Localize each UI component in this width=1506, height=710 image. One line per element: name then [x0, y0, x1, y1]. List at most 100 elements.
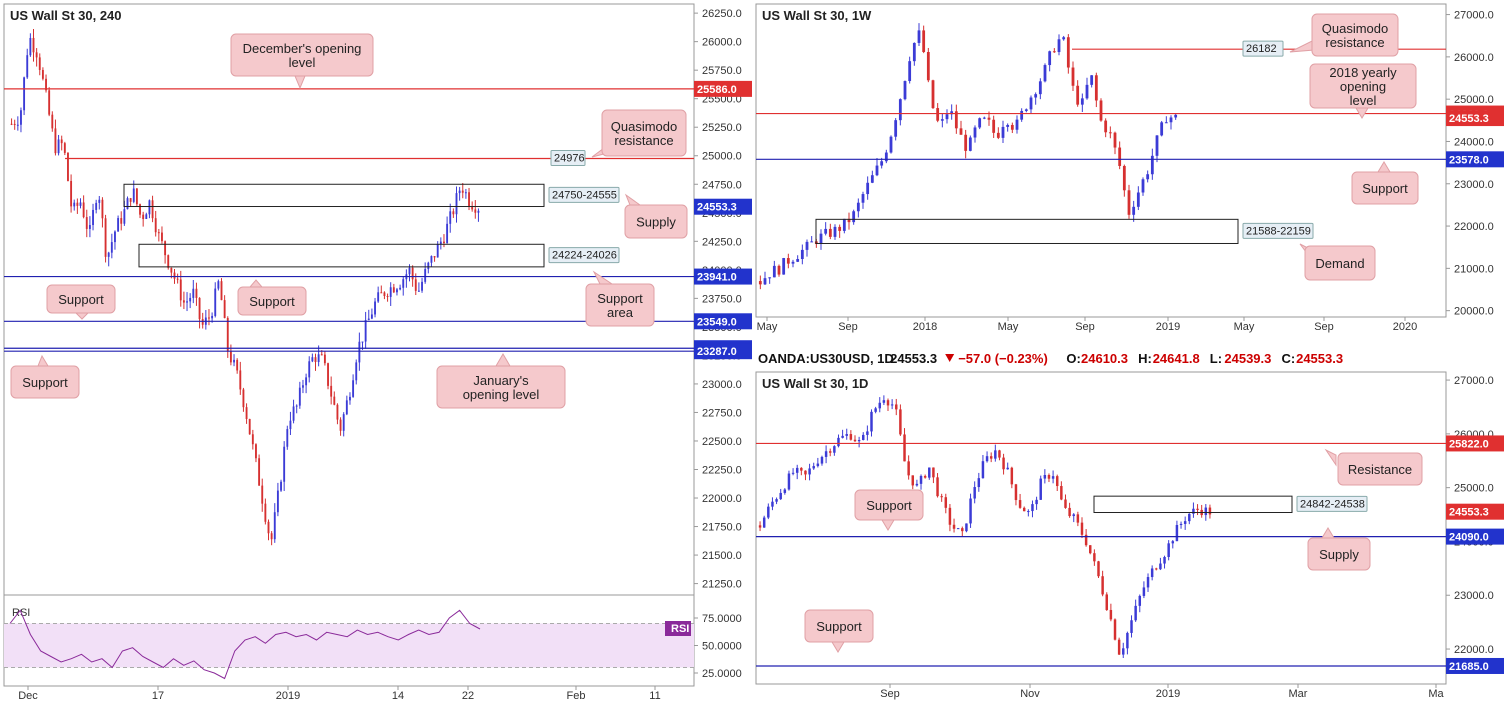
panel-1w-candle-body [959, 128, 963, 135]
panel-240-candle-body [223, 300, 226, 319]
panel-240-candle-body [195, 288, 198, 298]
panel-1w-candle-body [1080, 98, 1084, 105]
panel-240-candle-body [436, 244, 439, 258]
panel-240-candle-body [314, 357, 317, 363]
info-c: 24553.3 [1296, 351, 1343, 366]
panel-1w-candle-body [866, 182, 870, 195]
panel-1w-candle-body [833, 226, 837, 237]
panel-1d-title: US Wall St 30, 1D [762, 376, 868, 391]
panel-1d-candle-body [816, 463, 820, 467]
panel-1d-candle-body [775, 499, 778, 502]
panel-1w-date-label: Sep [1314, 321, 1334, 333]
panel-240-candle-body [170, 267, 173, 273]
panel-1w-date-label: Sep [838, 321, 858, 333]
panel-240-candle-body [327, 363, 329, 386]
callout-support-a-line: Support [58, 292, 104, 307]
panel-1d-candle-body [771, 501, 774, 507]
callout-support-a-text: Support [58, 292, 104, 307]
panel-240-candle-body [289, 420, 292, 430]
panel-1d-candle-body [1002, 457, 1005, 470]
panel-1w-candle-body [903, 81, 907, 100]
panel-240-candle-body [110, 242, 113, 253]
callout-support-area-line: Support [597, 291, 643, 306]
tag-price-1d-bg [1446, 503, 1504, 520]
panel-1d-candle-body [1155, 568, 1158, 570]
panel-240-candle-body [308, 361, 311, 378]
panel-240-candle-body [198, 297, 201, 320]
panel-1w-candle-body [1024, 109, 1028, 111]
panel-1w-candle-body [768, 277, 772, 279]
panel-240-candle-body [251, 434, 254, 445]
info-h: 24641.8 [1153, 351, 1200, 366]
rsi-tick-label: 50.0000 [702, 641, 742, 653]
panel-1d-candle-body [1117, 639, 1121, 655]
callout-support-b-text: Support [249, 294, 295, 309]
panel-1d-candle-body [973, 487, 976, 499]
panel-240-candle-body [13, 123, 16, 125]
panel-1w-candle-body [810, 241, 814, 243]
info-symbol: OANDA:US30USD, 1D [758, 351, 894, 366]
panel-1w-candle-body [936, 108, 940, 121]
panel-1w-candle-body [964, 134, 968, 151]
panel-240-candle-body [273, 512, 276, 540]
panel-1d-candle-body [944, 497, 948, 508]
panel-240-candle-body [60, 139, 63, 144]
panel-1d-candle-body [952, 524, 956, 529]
panel-1d-candle-body [1064, 499, 1067, 508]
callout-support-1w-box [1351, 171, 1419, 205]
panel-240-candle-body [320, 354, 323, 356]
tag-resistance: 25822.0 [1449, 438, 1489, 450]
tag-support1-1d-bg [1446, 528, 1504, 545]
supply-zone-1d-label-bg [1296, 495, 1368, 512]
panel-1w-candle-body [1029, 97, 1033, 110]
info-change: −57.0 (−0.23%) [958, 351, 1048, 366]
panel-240-candle-body [333, 396, 336, 405]
panel-1d-candle-body [890, 404, 894, 406]
panel-1d-candle-body [956, 528, 960, 530]
panel-1d-candle-body [977, 478, 981, 488]
panel-1w-candle-body [880, 161, 884, 166]
callout-quasi-1w-box [1311, 13, 1399, 57]
panel-1w-candle-body [978, 118, 982, 128]
callout-support-area-box [585, 283, 655, 327]
panel-1d-candle-body [1035, 499, 1038, 505]
panel-1w-candle-body [856, 202, 860, 212]
panel-1w-candle-body [805, 241, 809, 250]
panel-1w-candle-body [870, 175, 874, 183]
panel-1d-candle-body [1084, 534, 1088, 546]
panel-240-candle-body [217, 281, 220, 289]
demand-zone [815, 218, 1239, 244]
panel-1d-candle-body [1031, 504, 1034, 512]
panel-1w-candle-body [968, 137, 972, 151]
panel-240-price-tick-label: 24750.0 [702, 179, 742, 191]
panel-1d-date-label: Nov [1020, 688, 1040, 700]
panel-1d-candle-body [1055, 476, 1059, 487]
panel-1w-candle-body [782, 258, 786, 275]
panel-1d-candle-body [837, 437, 840, 447]
panel-240-candle-body [107, 252, 110, 257]
panel-240-candle-body [367, 318, 370, 321]
panel-240-candle-body [101, 199, 104, 219]
callout-quasi-240-line: Quasimodo [611, 119, 677, 134]
panel-1w-candle-body [1136, 192, 1140, 207]
panel-1d-candle-body [849, 434, 853, 440]
panel-1d-candle-body [969, 498, 972, 524]
panel-240-candle-body [54, 128, 57, 154]
panel-240-candle-body [95, 202, 98, 210]
tag-support2: 23549.0 [697, 316, 737, 328]
callout-demand-text: Demand [1315, 256, 1364, 271]
tag-support4: 23287.0 [697, 346, 737, 358]
callout-dec-box [230, 33, 374, 77]
panel-1w-candle-body [1132, 206, 1136, 215]
panel-240-price-tick-label: 26250.0 [702, 8, 742, 20]
panel-240-candle-body [117, 218, 120, 232]
panel-240-candle-body [214, 288, 217, 316]
panel-1d-candle-body [932, 467, 935, 478]
panel-240-candle-body [292, 406, 295, 421]
panel-1w-candle-body [1146, 174, 1150, 180]
panel-1w-candle-body [838, 226, 842, 231]
callout-supply-1d-box [1307, 537, 1371, 571]
panel-1w-candle-body [786, 258, 790, 264]
panel-1w-candle-body [1057, 39, 1061, 53]
panel-240-candle-body [139, 204, 141, 215]
